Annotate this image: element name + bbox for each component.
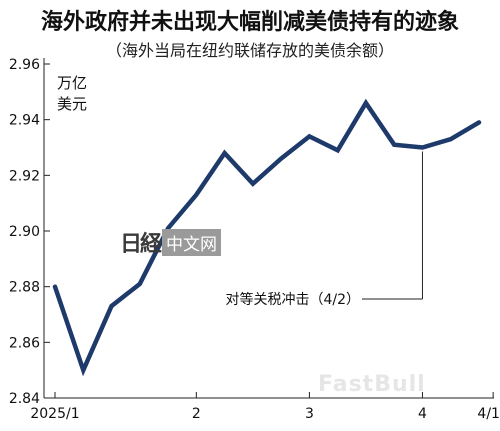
corner-watermark: FastBull (318, 372, 426, 397)
x-tick-label: 2025/1 (30, 406, 79, 422)
watermark-logo: 日経 (120, 231, 162, 257)
annotation-label: 对等关税冲击（4/2） (225, 291, 360, 308)
watermark-site: 中文网 (162, 228, 222, 256)
x-tick-label: 2 (192, 406, 201, 422)
unit-label-line2: 美元 (57, 95, 87, 113)
x-tick-label: 4 (418, 406, 427, 422)
y-tick-label: 2.88 (9, 280, 40, 296)
series-line (52, 98, 482, 377)
nikkei-watermark: 日経 中文网 (120, 226, 222, 258)
x-tick-label: 4/16 (477, 406, 500, 422)
x-tick-label: 3 (305, 406, 314, 422)
y-tick-label: 2.90 (9, 224, 40, 240)
chart-subtitle: （海外当局在纽约联储存放的美债余额） (105, 41, 394, 60)
y-tick-label: 2.96 (9, 57, 40, 73)
axes (43, 58, 494, 399)
series (52, 98, 482, 377)
unit-label: 万亿 美元 (57, 74, 87, 113)
y-tick-label: 2.94 (9, 113, 40, 129)
y-tick-label: 2.86 (9, 335, 40, 351)
y-tick-label: 2.92 (9, 168, 40, 184)
annotation: 对等关税冲击（4/2） (225, 151, 423, 308)
y-tick-label: 2.84 (9, 391, 40, 407)
unit-label-line1: 万亿 (57, 74, 87, 92)
chart-title: 海外政府并未出现大幅削减美债持有的迹象 (40, 10, 459, 35)
